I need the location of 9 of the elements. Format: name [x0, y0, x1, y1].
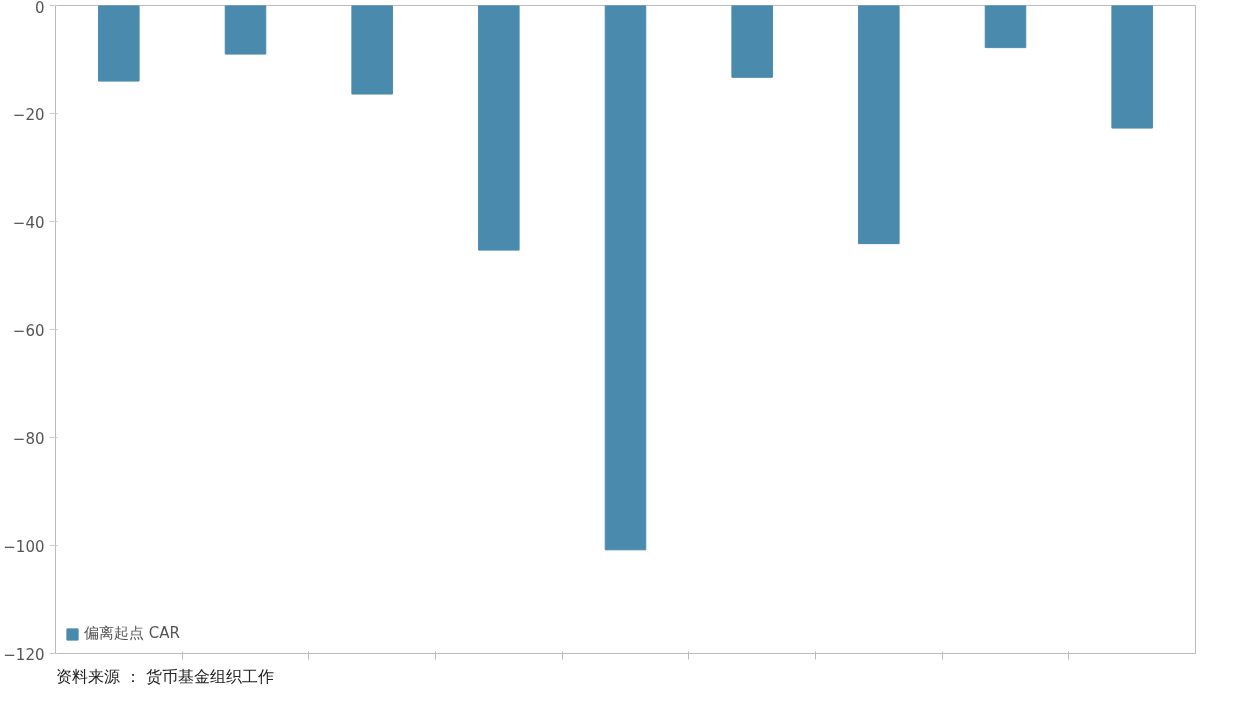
y-tick-label: −100: [3, 537, 45, 556]
text: 资料来源 ： 货币基金组织工作: [55, 666, 274, 686]
y-tick-label: −40: [12, 213, 45, 232]
y-tick-label: 0: [34, 0, 45, 17]
y-tick-label: −80: [12, 429, 45, 448]
y-tick-label: −120: [3, 645, 45, 664]
y-tick-label: −20: [12, 105, 45, 124]
y-tick-label: −60: [12, 321, 45, 340]
legend-label: 偏离起点 CAR: [84, 624, 180, 643]
